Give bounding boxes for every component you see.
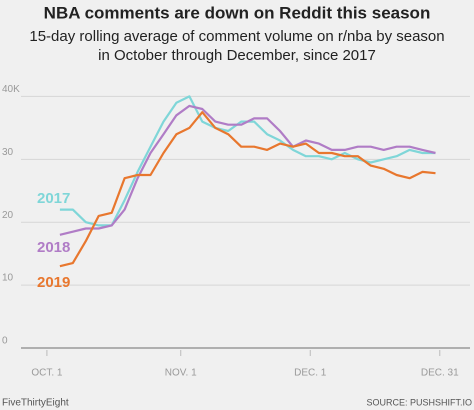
x-tick-label: OCT. 1 [31,368,63,379]
chart-subtitle: 15-day rolling average of comment volume… [29,28,444,45]
footer-source: SOURCE: PUSHSHIFT.IO [366,397,472,407]
x-tick-label: DEC. 1 [294,368,327,379]
legend-label: 2018 [37,239,70,256]
series-line [59,111,436,268]
x-tick-label: NOV. 1 [165,368,197,379]
x-tick-label: DEC. 31 [421,368,459,379]
y-tick-label: 0 [2,336,8,347]
footer-brand: FiveThirtyEight [2,398,69,409]
series-line [59,104,436,236]
y-tick-label: 10 [2,273,14,284]
y-tick-label: 30 [2,147,14,158]
y-tick-label: 40K [2,84,20,95]
chart-title: NBA comments are down on Reddit this sea… [44,3,431,22]
legend-label: 2019 [37,274,70,291]
y-tick-label: 20 [2,210,14,221]
chart-subtitle: in October through December, since 2017 [98,47,376,64]
legend-label: 2017 [37,190,70,207]
